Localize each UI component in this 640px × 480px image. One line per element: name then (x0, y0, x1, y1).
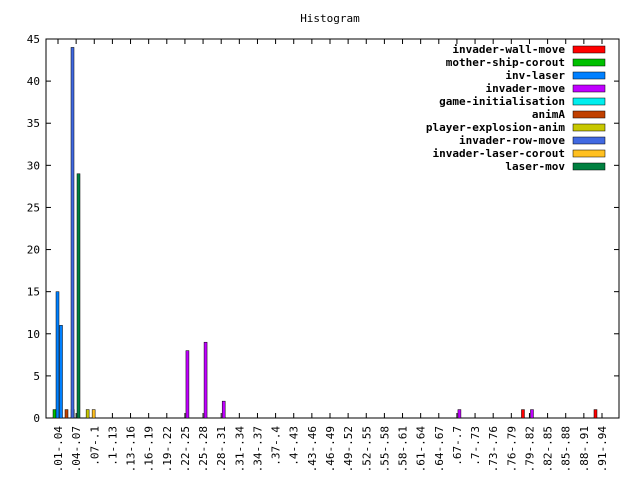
x-tick-label: .07-.1 (88, 426, 101, 466)
bar-invader-wall-move (593, 409, 598, 419)
bar-mother-ship-corout (52, 409, 57, 419)
bars (52, 47, 598, 419)
x-tick-label: .52-.55 (360, 426, 373, 472)
legend-swatch (572, 149, 606, 158)
x-tick-label: .46-.49 (324, 426, 337, 472)
legend-swatch (572, 162, 606, 171)
legend-label: game-initialisation (439, 95, 565, 108)
x-tick-label: .88-.91 (578, 426, 591, 472)
x-tick-label: .61-.64 (415, 426, 428, 473)
x-tick-label: .55-.58 (378, 426, 391, 472)
legend-swatch (572, 58, 606, 67)
bar-inv-laser (55, 291, 60, 419)
x-tick-label: .85-.88 (560, 426, 573, 472)
x-tick-label: .73-.76 (487, 426, 500, 472)
x-tick-label: .7-.73 (469, 426, 482, 466)
y-tick-label: 5 (33, 370, 40, 383)
legend-label: mother-ship-corout (446, 56, 565, 69)
legend-label: laser-mov (505, 160, 565, 173)
x-tick-label: .13-.16 (125, 426, 138, 472)
y-tick-label: 15 (27, 286, 40, 299)
x-tick-label: .37-.4 (270, 426, 283, 466)
chart-title: Histogram (300, 12, 360, 25)
legend-swatch (572, 45, 606, 54)
legend-label: inv-laser (505, 69, 565, 82)
x-tick-label: .64-.67 (433, 426, 446, 472)
x-tick-label: .1-.13 (106, 426, 119, 466)
y-tick-label: 20 (27, 244, 40, 257)
legend-label: player-explosion-anim (426, 121, 565, 134)
x-tick-label: .28-.31 (215, 426, 228, 472)
plot-frame (45, 38, 620, 419)
bar-invader-move (203, 341, 208, 419)
bar-invader-move (457, 409, 462, 419)
x-tick-label: .4-.43 (288, 426, 301, 466)
x-tick-label: .04-.07 (70, 426, 83, 472)
x-axis: .01-.04 .04-.07 .07-.1 .1-.13 .13-.16 .16-.19… (52, 39, 609, 472)
x-tick-label: .67-.7 (451, 426, 464, 466)
bar-invader-laser-corout (91, 409, 96, 419)
legend-label: invader-laser-corout (433, 147, 565, 160)
x-tick-label: .82-.85 (542, 426, 555, 472)
x-tick-label: .19-.22 (161, 426, 174, 472)
y-tick-label: 45 (27, 33, 40, 46)
legend-swatch (572, 71, 606, 80)
x-tick-label: .01-.04 (52, 426, 65, 473)
x-tick-label: .58-.61 (397, 426, 410, 472)
bar-animA (64, 409, 69, 419)
x-tick-label: .16-.19 (143, 426, 156, 472)
y-tick-label: 0 (33, 412, 40, 425)
bar-laser-mov (76, 173, 81, 419)
bar-invader-move (185, 350, 190, 419)
x-tick-label: .76-.79 (505, 426, 518, 472)
x-tick-label: .31-.34 (233, 426, 246, 473)
bar-player-explosion-anim (85, 409, 90, 419)
x-tick-label: .34-.37 (251, 426, 264, 472)
legend-swatch (572, 84, 606, 93)
x-tick-label: .79-.82 (523, 426, 536, 472)
y-tick-label: 40 (27, 75, 40, 88)
legend-label: animA (532, 108, 565, 121)
y-tick-label: 25 (27, 201, 40, 214)
legend-swatch (572, 110, 606, 119)
legend-swatch (572, 136, 606, 145)
x-tick-label: .22-.25 (179, 426, 192, 472)
x-tick-label: .25-.28 (197, 426, 210, 472)
bar-invader-move (530, 409, 534, 419)
legend-swatch (572, 97, 606, 106)
bar-invader-row-move (70, 47, 75, 419)
x-tick-label: .49-.52 (342, 426, 355, 472)
y-tick-label: 35 (27, 117, 40, 130)
bar-invader-wall-move (521, 409, 525, 419)
legend-swatch (572, 123, 606, 132)
x-tick-label: .91-.94 (596, 426, 609, 473)
y-tick-label: 10 (27, 328, 40, 341)
legend-label: invader-move (486, 82, 566, 95)
y-axis: 0 5 10 15 20 25 30 35 40 45 (27, 33, 619, 425)
x-tick-label: .43-.46 (306, 426, 319, 472)
legend-label: invader-row-move (459, 134, 565, 147)
legend-label: invader-wall-move (452, 43, 565, 56)
legend: invader-wall-movemother-ship-coroutinv-l… (426, 43, 606, 173)
bar-invader-move (221, 400, 226, 419)
y-tick-label: 30 (27, 159, 40, 172)
bar-inv-laser (59, 325, 63, 419)
